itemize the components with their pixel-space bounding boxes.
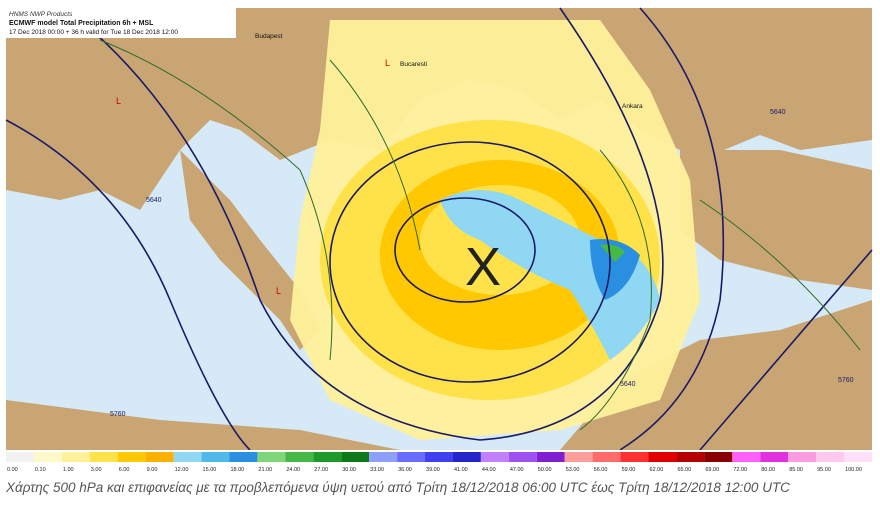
center-symbol: X — [465, 237, 501, 297]
scale-swatch — [564, 452, 593, 462]
caption: Χάρτης 500 hPa και επιφανείας με τα προβ… — [6, 480, 790, 495]
scale-label: 44.00 — [482, 467, 496, 473]
place-label: Budapest — [255, 33, 283, 40]
scale-label: 62.00 — [650, 467, 664, 473]
scale-label: 47.00 — [510, 467, 524, 473]
header-line: HNMS NWP Products — [9, 11, 73, 18]
color-scale: 0.00 0.10 1.00 3.00 6.00 9.00 12.00 15.00 18.00 2… — [6, 450, 872, 474]
contour-label: 5640 — [146, 197, 162, 204]
scale-swatch — [480, 452, 509, 462]
scale-label: 21.00 — [258, 467, 272, 473]
land — [6, 8, 872, 210]
scale-label: 27.00 — [314, 467, 328, 473]
scale-label: 56.00 — [594, 467, 608, 473]
scale-swatch — [397, 452, 426, 462]
scale-swatch — [33, 452, 62, 462]
contour-label: 5760 — [838, 377, 854, 384]
scale-label: 72.00 — [733, 467, 747, 473]
header-line: ECMWF model Total Precipitation 6h + MSL — [9, 20, 154, 27]
scale-swatch — [257, 452, 286, 462]
scale-swatch — [620, 452, 649, 462]
scale-label: 85.00 — [789, 467, 803, 473]
scale-label: 100.00 — [845, 467, 862, 473]
scale-label: 53.00 — [566, 467, 580, 473]
scale-swatch — [201, 452, 230, 462]
precip-green — [600, 244, 625, 262]
scale-label: 39.00 — [426, 467, 440, 473]
contour-label: 5640 — [620, 381, 636, 388]
scale-label: 59.00 — [622, 467, 636, 473]
scale-label: 0.10 — [35, 467, 46, 473]
scale-label: 65.00 — [677, 467, 691, 473]
scale-swatch — [313, 452, 342, 462]
scale-label: 80.00 — [761, 467, 775, 473]
scale-swatch — [89, 452, 118, 462]
place-label: Ankara — [622, 103, 643, 110]
land — [180, 150, 320, 350]
scale-swatch — [536, 452, 565, 462]
scale-label: 0.00 — [7, 467, 18, 473]
isobars — [99, 39, 861, 431]
scale-label: 24.00 — [286, 467, 300, 473]
scale-label: 36.00 — [398, 467, 412, 473]
scale-swatch — [760, 452, 789, 462]
land — [6, 400, 400, 450]
scale-label: 18.00 — [230, 467, 244, 473]
scale-swatch — [61, 452, 90, 462]
scale-swatch — [425, 452, 453, 462]
scale-swatch — [229, 452, 258, 462]
scale-label: 1.00 — [63, 467, 74, 473]
header-line: 17 Dec 2018 00:00 + 36 h valid for Tue 1… — [9, 29, 178, 36]
land — [680, 150, 872, 290]
contour-label: 5760 — [110, 411, 126, 418]
scale-label: 33.00 — [370, 467, 384, 473]
land — [560, 300, 872, 450]
header-box — [6, 8, 236, 38]
low-symbol: L — [385, 58, 390, 68]
scale-label: 6.00 — [119, 467, 130, 473]
scale-swatch — [341, 452, 370, 462]
scale-swatch — [6, 452, 34, 462]
scale-label: 3.00 — [91, 467, 102, 473]
scale-label: 41.00 — [454, 467, 468, 473]
scale-swatch — [285, 452, 314, 462]
scale-label: 50.00 — [538, 467, 552, 473]
scale-label: 12.00 — [175, 467, 189, 473]
scale-swatch — [173, 452, 202, 462]
scale-swatch — [145, 452, 174, 462]
precip-blue — [590, 239, 640, 300]
scale-label: 15.00 — [203, 467, 217, 473]
scale-swatch — [732, 452, 761, 462]
scale-swatch — [816, 452, 845, 462]
scale-swatch — [592, 452, 621, 462]
scale-swatch — [648, 452, 677, 462]
low-symbol: L — [276, 286, 281, 296]
scale-swatch — [676, 452, 705, 462]
scale-label: 95.00 — [817, 467, 831, 473]
precip-blue — [440, 190, 660, 360]
map: HNMS NWP Products ECMWF model Total Prec… — [5, 7, 873, 474]
scale-swatch — [369, 452, 398, 462]
place-label: Bucaresti — [400, 61, 427, 68]
scale-label: 69.00 — [705, 467, 719, 473]
scale-swatch — [844, 452, 872, 462]
height-contours — [5, 7, 873, 451]
scale-label: 30.00 — [342, 467, 356, 473]
scale-swatch — [788, 452, 817, 462]
scale-swatch — [452, 452, 481, 462]
scale-swatch — [117, 452, 146, 462]
contour-label: 5640 — [770, 109, 786, 116]
scale-label: 9.00 — [147, 467, 158, 473]
low-symbol: L — [116, 96, 121, 106]
scale-swatch — [704, 452, 733, 462]
scale-swatch — [508, 452, 537, 462]
